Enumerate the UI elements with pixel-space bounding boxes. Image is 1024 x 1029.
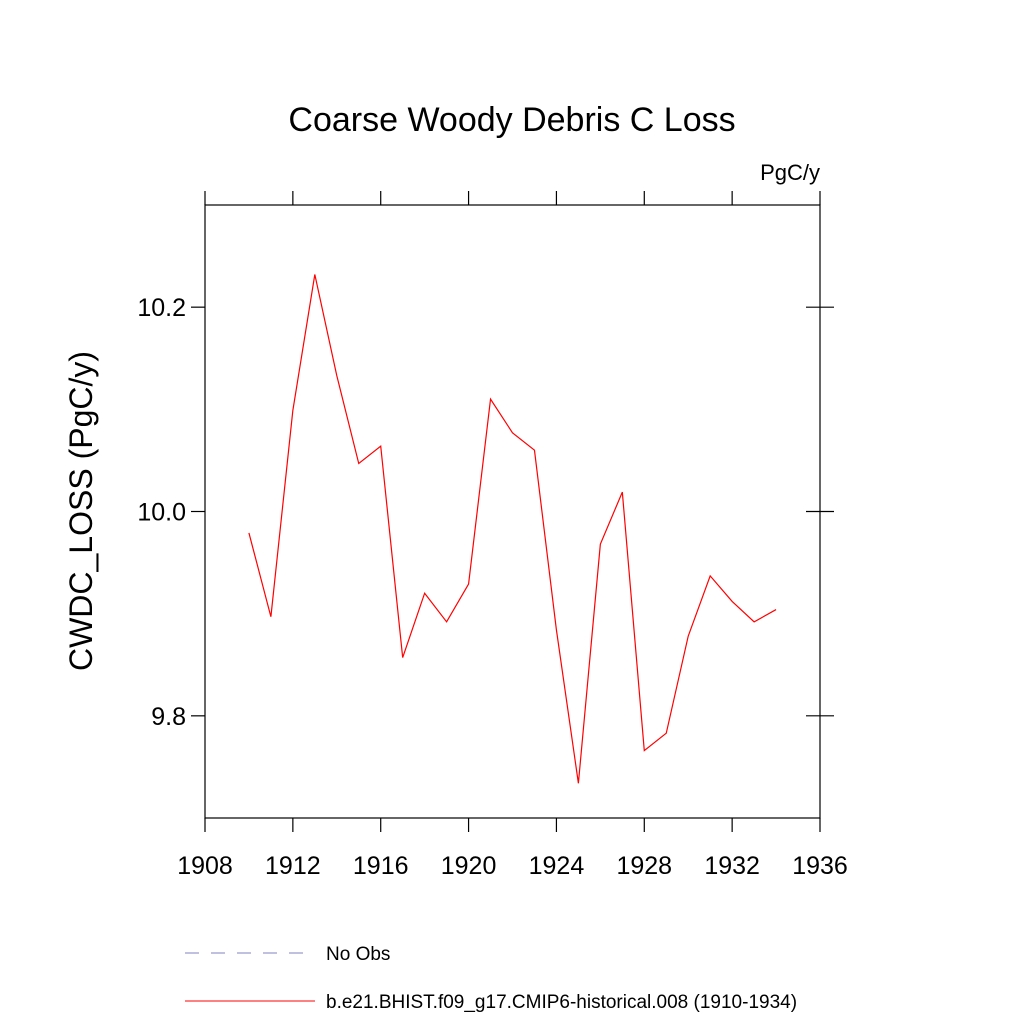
x-tick-label: 1920 — [441, 852, 497, 880]
y-axis-label: CWDC_LOSS (PgC/y) — [63, 351, 99, 671]
x-tick-label: 1908 — [177, 852, 233, 880]
plot-frame — [204, 204, 821, 819]
x-tick-label: 1916 — [353, 852, 409, 880]
y-tick-label: 9.8 — [151, 703, 186, 731]
units-label: PgC/y — [760, 160, 820, 185]
legend-label: b.e21.BHIST.f09_g17.CMIP6-historical.008… — [326, 992, 797, 1013]
y-tick-label: 10.2 — [137, 294, 186, 322]
x-tick-label: 1912 — [265, 852, 321, 880]
chart-title: Coarse Woody Debris C Loss — [288, 101, 735, 139]
x-tick-label: 1936 — [792, 852, 848, 880]
legend-label: No Obs — [326, 944, 390, 965]
data-line — [248, 274, 777, 784]
y-tick-label: 10.0 — [137, 499, 186, 527]
x-tick-label: 1924 — [529, 852, 585, 880]
x-tick-label: 1928 — [616, 852, 672, 880]
x-tick-label: 1932 — [704, 852, 760, 880]
